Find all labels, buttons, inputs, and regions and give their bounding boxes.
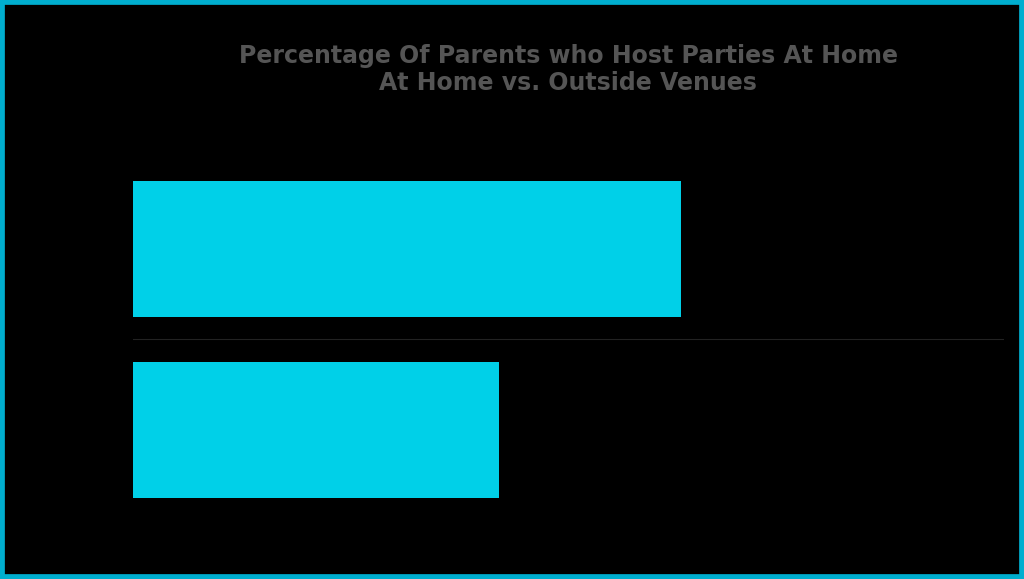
- Title: Percentage Of Parents who Host Parties At Home
At Home vs. Outside Venues: Percentage Of Parents who Host Parties A…: [239, 43, 898, 96]
- Bar: [133, 362, 499, 498]
- Bar: [133, 181, 682, 317]
